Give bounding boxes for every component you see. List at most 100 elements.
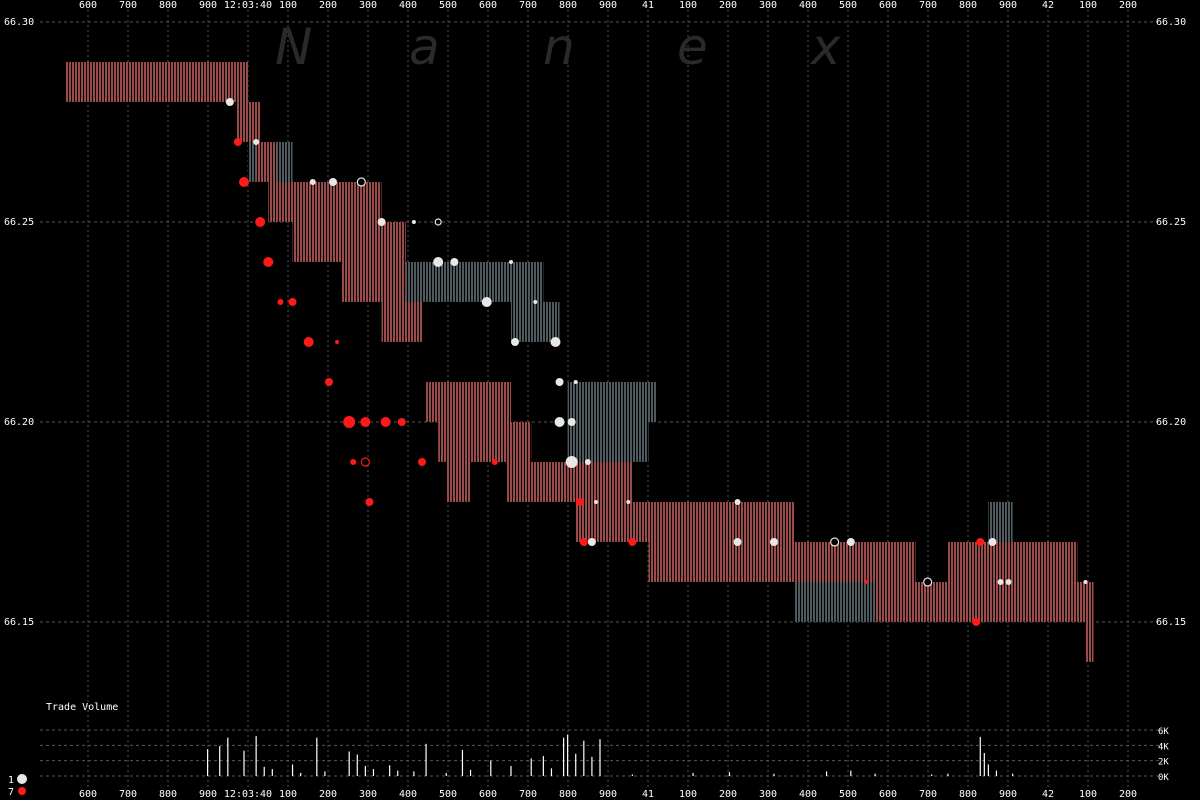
time-tick-label-top: 600 bbox=[79, 0, 97, 11]
time-tick-label-top: 100 bbox=[679, 0, 697, 11]
red-trade-marker bbox=[380, 417, 391, 427]
red-trade-marker bbox=[491, 459, 498, 465]
white-trade-marker bbox=[533, 300, 538, 304]
time-tick-label-bottom: 200 bbox=[319, 789, 337, 800]
time-tick-label-bottom: 800 bbox=[959, 789, 977, 800]
volume-bars bbox=[206, 734, 1014, 776]
quote-bands bbox=[66, 62, 1094, 662]
white-trade-marker bbox=[769, 538, 778, 546]
white-trade-marker bbox=[565, 456, 578, 468]
time-tick-label-bottom: 12:03:40 bbox=[224, 789, 272, 800]
legend-label: 7 bbox=[8, 787, 14, 798]
white-trade-marker bbox=[550, 337, 561, 347]
time-tick-label-top: 400 bbox=[399, 0, 417, 11]
volume-tick-label: 6K bbox=[1158, 727, 1169, 737]
gray-quote-band bbox=[567, 382, 657, 422]
white-trade-marker bbox=[923, 577, 933, 587]
time-tick-label-top: 700 bbox=[519, 0, 537, 11]
legend-swatch bbox=[17, 774, 27, 784]
time-tick-label-top: 500 bbox=[839, 0, 857, 11]
time-tick-label-bottom: 900 bbox=[199, 789, 217, 800]
red-quote-band bbox=[575, 502, 795, 542]
red-trade-marker bbox=[255, 217, 266, 227]
red-trade-marker bbox=[343, 416, 356, 428]
time-tick-label-bottom: 200 bbox=[719, 789, 737, 800]
red-quote-band bbox=[446, 462, 471, 502]
white-trade-marker bbox=[225, 98, 234, 106]
red-quote-band bbox=[947, 542, 1078, 582]
white-trade-marker bbox=[481, 297, 492, 307]
red-trade-marker bbox=[350, 459, 357, 465]
time-tick-label-top: 41 bbox=[642, 0, 654, 11]
red-trade-marker bbox=[976, 538, 985, 546]
price-label-right: 66.15 bbox=[1156, 617, 1186, 628]
white-trade-marker bbox=[584, 459, 591, 465]
red-trade-marker bbox=[865, 580, 869, 584]
legend-label: 1 bbox=[8, 775, 14, 786]
time-tick-label-top: 400 bbox=[799, 0, 817, 11]
time-tick-label-top: 12:03:40 bbox=[224, 0, 272, 11]
time-tick-label-bottom: 900 bbox=[999, 789, 1017, 800]
time-tick-label-bottom: 600 bbox=[879, 789, 897, 800]
white-trade-marker bbox=[734, 499, 741, 505]
watermark-letter: n bbox=[543, 18, 575, 76]
price-label-left: 66.15 bbox=[4, 617, 34, 628]
time-tick-label-bottom: 700 bbox=[919, 789, 937, 800]
red-quote-band bbox=[268, 182, 382, 222]
red-trade-marker bbox=[335, 340, 340, 344]
red-quote-band bbox=[235, 102, 261, 142]
time-tick-label-bottom: 500 bbox=[839, 789, 857, 800]
red-quote-band bbox=[292, 222, 333, 262]
white-trade-marker bbox=[997, 579, 1004, 585]
red-quote-band bbox=[256, 142, 277, 182]
price-label-right: 66.25 bbox=[1156, 217, 1186, 228]
time-tick-label-top: 800 bbox=[159, 0, 177, 11]
red-quote-band bbox=[648, 542, 916, 582]
white-trade-marker bbox=[626, 500, 631, 504]
gray-quote-band bbox=[511, 302, 560, 342]
trade-markers bbox=[225, 98, 1088, 626]
white-trade-marker bbox=[988, 538, 997, 546]
red-trade-marker bbox=[579, 538, 588, 546]
time-tick-label-bottom: 600 bbox=[479, 789, 497, 800]
white-trade-marker bbox=[846, 538, 855, 546]
white-trade-marker bbox=[433, 257, 444, 267]
red-quote-band bbox=[381, 302, 422, 342]
time-tick-label-bottom: 100 bbox=[1079, 789, 1097, 800]
watermark-letter: N bbox=[275, 18, 312, 76]
price-label-left: 66.30 bbox=[4, 17, 34, 28]
red-quote-band bbox=[875, 582, 1094, 622]
red-trade-marker bbox=[288, 298, 297, 306]
time-tick-label-bottom: 800 bbox=[559, 789, 577, 800]
red-trade-marker bbox=[365, 498, 374, 506]
red-trade-marker bbox=[972, 618, 981, 626]
time-tick-label-top: 600 bbox=[479, 0, 497, 11]
red-trade-marker bbox=[324, 378, 333, 386]
white-trade-marker bbox=[830, 537, 840, 547]
red-trade-marker bbox=[277, 299, 284, 305]
white-trade-marker bbox=[356, 177, 366, 187]
red-quote-band bbox=[1085, 622, 1094, 662]
time-tick-label-bottom: 200 bbox=[1119, 789, 1137, 800]
legend-swatch bbox=[18, 787, 26, 795]
red-trade-marker bbox=[628, 538, 637, 546]
gray-quote-band bbox=[405, 262, 544, 302]
volume-tick-label: 0K bbox=[1158, 773, 1169, 783]
time-tick-label-bottom: 100 bbox=[679, 789, 697, 800]
red-trade-marker bbox=[360, 417, 371, 427]
time-tick-label-bottom: 700 bbox=[119, 789, 137, 800]
white-trade-marker bbox=[733, 538, 742, 546]
red-trade-marker bbox=[397, 418, 406, 426]
time-tick-label-bottom: 300 bbox=[359, 789, 377, 800]
gray-quote-band bbox=[988, 502, 1013, 542]
white-trade-marker bbox=[411, 220, 416, 224]
volume-title: Trade Volume bbox=[46, 702, 118, 713]
time-tick-label-top: 100 bbox=[1079, 0, 1097, 11]
time-tick-label-top: 900 bbox=[199, 0, 217, 11]
white-trade-marker bbox=[253, 139, 260, 145]
red-trade-marker bbox=[239, 177, 249, 187]
white-trade-marker bbox=[434, 218, 442, 226]
time-tick-label-bottom: 500 bbox=[439, 789, 457, 800]
red-quote-band bbox=[66, 62, 249, 102]
